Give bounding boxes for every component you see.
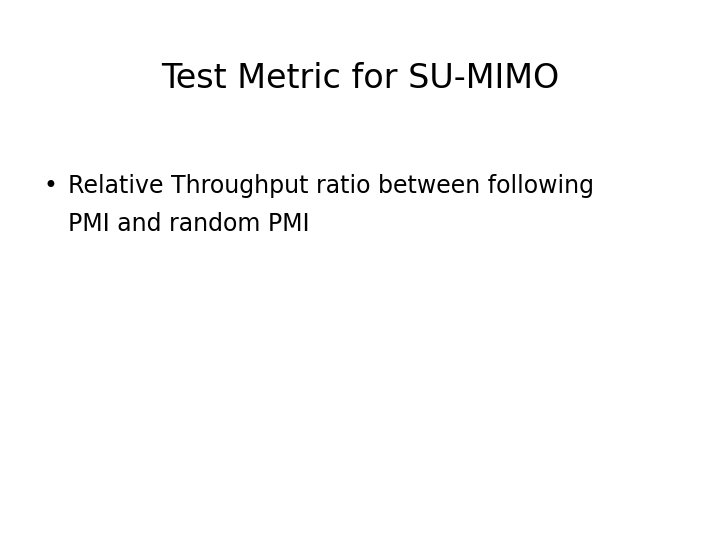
Text: PMI and random PMI: PMI and random PMI	[68, 212, 310, 236]
Text: Relative Throughput ratio between following: Relative Throughput ratio between follow…	[68, 174, 595, 198]
Text: Test Metric for SU-MIMO: Test Metric for SU-MIMO	[161, 62, 559, 95]
Text: •: •	[43, 174, 57, 198]
